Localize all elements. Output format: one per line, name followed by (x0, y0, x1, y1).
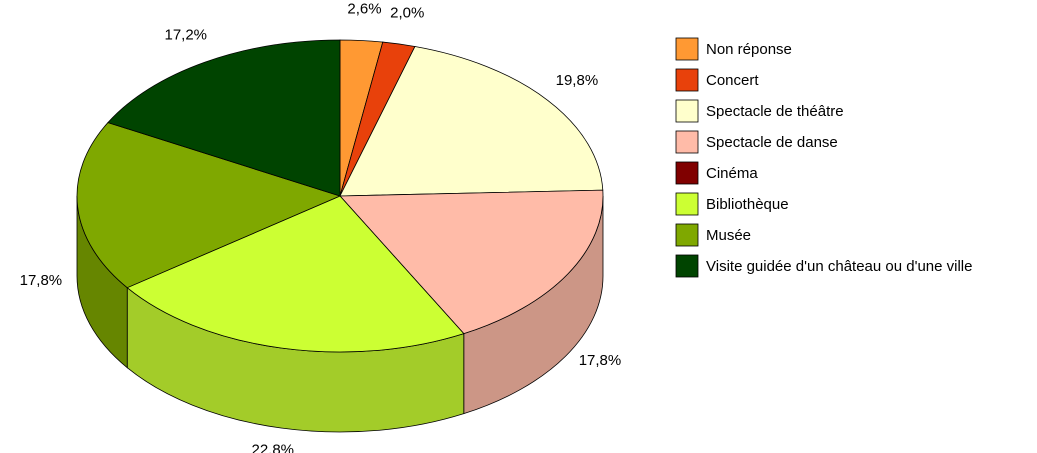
legend-label: Concert (706, 72, 759, 89)
legend-label: Non réponse (706, 41, 792, 58)
pie-tops (76, 39, 604, 353)
slice (126, 195, 465, 353)
legend-swatch (675, 223, 699, 247)
legend-swatch (675, 130, 699, 154)
slice (76, 122, 342, 289)
legend-swatch (675, 68, 699, 92)
data-label: 22,8% (251, 441, 294, 453)
legend-label: Cinéma (706, 165, 758, 182)
legend-label: Bibliothèque (706, 196, 789, 213)
data-label: 17,8% (579, 352, 622, 369)
legend-swatch (675, 99, 699, 123)
legend-label: Visite guidée d'un château ou d'une vill… (706, 258, 972, 275)
slice (339, 189, 604, 335)
legend-label: Musée (706, 227, 751, 244)
data-label: 2,6% (347, 0, 381, 17)
data-label: 17,8% (20, 272, 63, 289)
data-label: 2,0% (390, 5, 424, 22)
legend-swatch (675, 37, 699, 61)
slice (107, 39, 341, 197)
slice (339, 46, 604, 197)
data-label: 17,2% (164, 26, 207, 43)
legend-swatch (675, 192, 699, 216)
legend-swatch (675, 254, 699, 278)
legend-label: Spectacle de danse (706, 134, 838, 151)
data-label: 19,8% (556, 72, 599, 89)
legend-swatch (675, 161, 699, 185)
legend-label: Spectacle de théâtre (706, 103, 844, 120)
